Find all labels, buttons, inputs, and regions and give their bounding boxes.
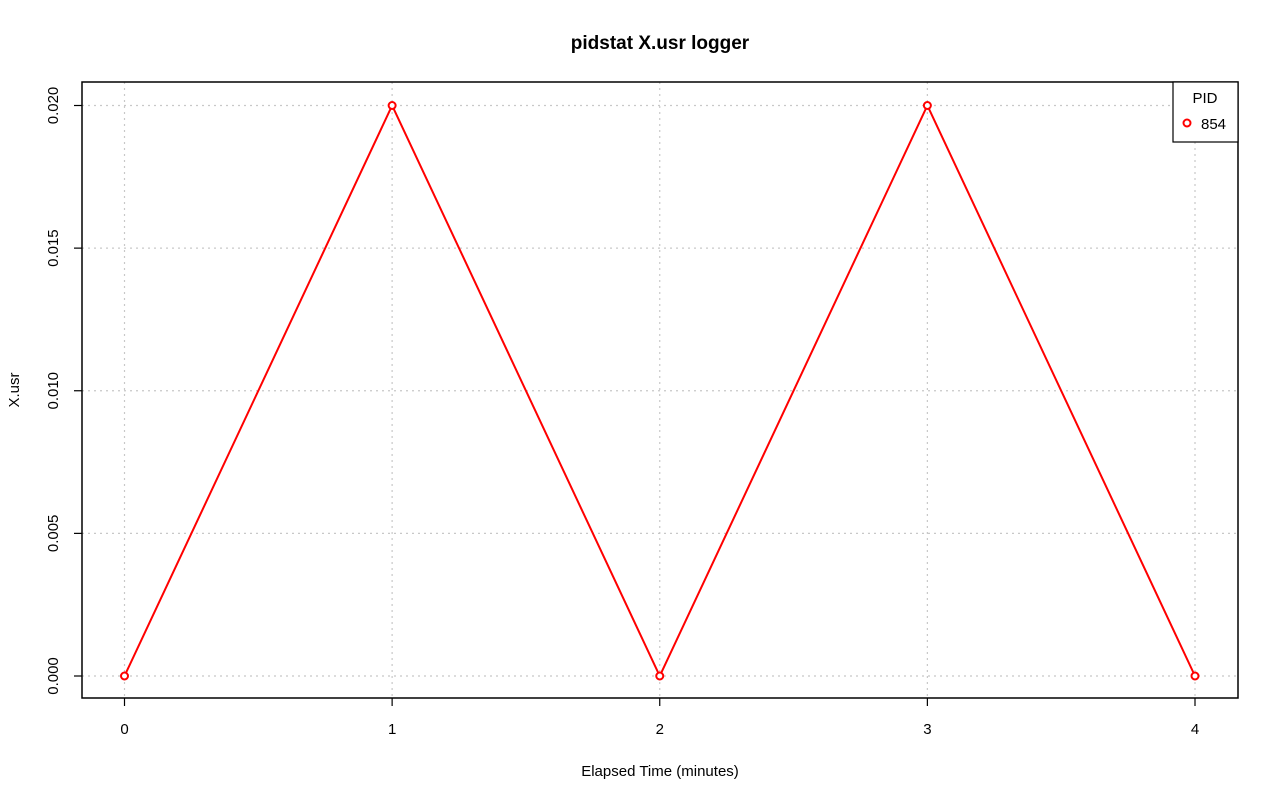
chart-title: pidstat X.usr logger: [571, 33, 750, 54]
data-point: [922, 101, 932, 110]
y-tick-label: 0.020: [45, 87, 62, 125]
legend: PID 854: [1172, 81, 1239, 143]
x-tick-label: 4: [1191, 721, 1199, 738]
series-layer: [120, 101, 1200, 681]
x-tick-label: 2: [656, 721, 664, 738]
legend-entry-label: 854: [1201, 116, 1226, 133]
legend-marker: [1182, 118, 1192, 128]
legend-title: PID: [1192, 90, 1217, 107]
grid-lines: [82, 82, 1238, 698]
x-tick-label: 1: [388, 721, 396, 738]
x-axis: 0 1 2 3 4: [120, 698, 1199, 738]
y-tick-label: 0.015: [45, 229, 62, 267]
legend-box: [1172, 81, 1239, 143]
y-tick-label: 0.010: [45, 372, 62, 410]
x-tick-label: 3: [923, 721, 931, 738]
y-tick-label: 0.005: [45, 515, 62, 553]
y-tick-label: 0.000: [45, 657, 62, 695]
y-axis-label: X.usr: [6, 372, 23, 407]
y-axis: 0.000 0.005 0.010 0.015 0.020: [45, 87, 82, 695]
x-tick-label: 0: [120, 721, 128, 738]
legend-entries: 854: [1182, 116, 1226, 133]
data-point: [120, 671, 129, 681]
data-point: [1190, 671, 1200, 681]
data-point: [387, 101, 397, 110]
x-axis-label: Elapsed Time (minutes): [581, 763, 739, 780]
data-point: [655, 671, 665, 681]
